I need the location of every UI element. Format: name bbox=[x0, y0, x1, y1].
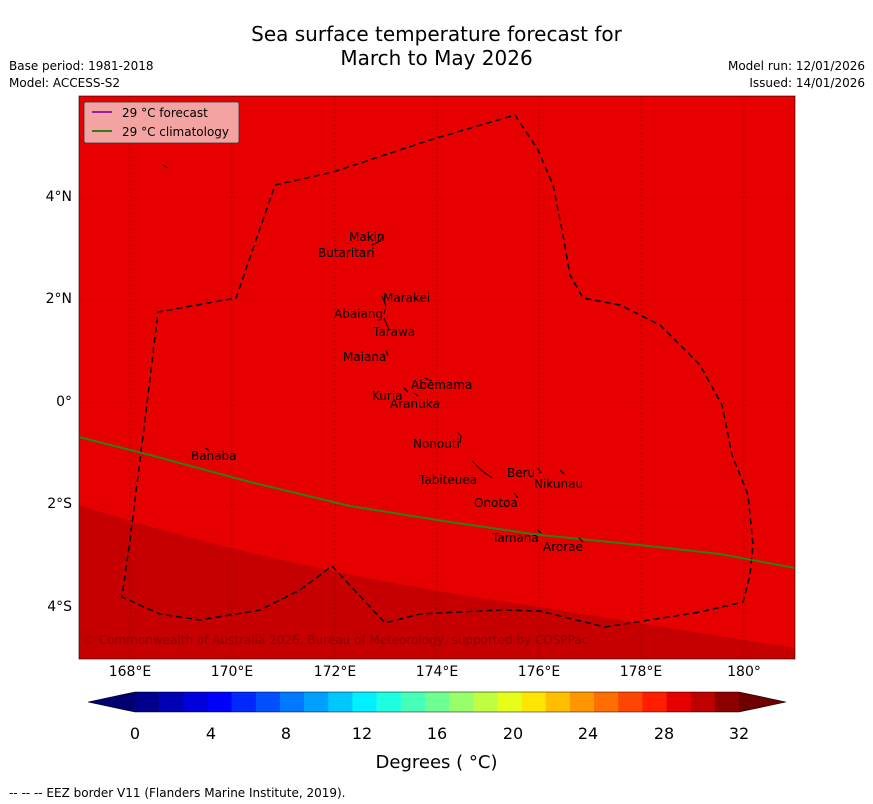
legend-forecast-label: 29 °C forecast bbox=[122, 106, 208, 120]
legend-climatology-label: 29 °C climatology bbox=[122, 125, 229, 139]
colorbar-swatch bbox=[207, 692, 232, 712]
map-frame bbox=[78, 95, 796, 660]
colorbar-swatch bbox=[183, 692, 208, 712]
colorbar-swatch bbox=[690, 692, 716, 712]
colorbar-swatch bbox=[400, 692, 426, 712]
climatology-29c-line bbox=[78, 436, 796, 569]
colorbar-swatch bbox=[569, 692, 595, 712]
eez-footnote: -- -- -- EEZ border V11 (Flanders Marine… bbox=[9, 786, 346, 800]
lat-tick-0: 0° bbox=[56, 394, 72, 410]
label-abemama: Abemama bbox=[411, 378, 472, 392]
label-marakei: Marakei bbox=[383, 291, 430, 305]
label-nikunau: Nikunau bbox=[534, 477, 583, 491]
colorbar-swatch bbox=[376, 692, 402, 712]
colorbar-swatch bbox=[521, 692, 547, 712]
lat-tick-2n: 2°N bbox=[45, 291, 72, 307]
colorbar-swatch bbox=[666, 692, 691, 712]
colorbar-swatch bbox=[279, 692, 305, 712]
label-butaritari: Butaritari bbox=[318, 246, 375, 260]
lon-tick-176e: 176°E bbox=[517, 664, 561, 680]
colorbar-swatch bbox=[255, 692, 281, 712]
lat-tick-4n: 4°N bbox=[45, 189, 72, 205]
colorbar-swatch bbox=[497, 692, 522, 712]
colorbar-swatch bbox=[473, 692, 498, 712]
lon-tick-178e: 178°E bbox=[619, 664, 663, 680]
label-tabiteuea: Tabiteuea bbox=[418, 473, 477, 487]
colorbar-tick-8: 8 bbox=[280, 724, 292, 743]
label-abaiang: Abaiang bbox=[334, 307, 383, 321]
lon-tick-180: 180° bbox=[727, 664, 761, 680]
colorbar-swatch bbox=[304, 692, 329, 712]
colorbar-under-arrow bbox=[88, 692, 135, 712]
lon-tick-174e: 174°E bbox=[415, 664, 459, 680]
colorbar-swatch bbox=[545, 692, 571, 712]
lon-tick-172e: 172°E bbox=[313, 664, 357, 680]
sst-field-warm bbox=[79, 505, 795, 659]
legend-box: 29 °C forecast 29 °C climatology bbox=[83, 101, 240, 144]
copyright-notice: © Commonwealth of Australia 2026, Bureau… bbox=[83, 633, 588, 647]
label-tarawa: Tarawa bbox=[372, 325, 415, 339]
meta-left: Base period: 1981-2018 Model: ACCESS-S2 bbox=[9, 58, 154, 92]
lon-tick-168e: 168°E bbox=[108, 664, 152, 680]
colorbar-tick-32: 32 bbox=[728, 724, 750, 743]
model-run: Model run: 12/01/2026 bbox=[727, 59, 865, 73]
base-period: Base period: 1981-2018 bbox=[9, 59, 154, 73]
model-name: Model: ACCESS-S2 bbox=[9, 76, 121, 90]
colorbar-over-arrow bbox=[739, 692, 786, 712]
colorbar-title: Degrees ( °C) bbox=[375, 752, 498, 773]
colorbar-tick-24: 24 bbox=[577, 724, 599, 743]
colorbar-swatch bbox=[642, 692, 667, 712]
colorbar-swatch bbox=[231, 692, 257, 712]
issued-date: Issued: 14/01/2026 bbox=[749, 76, 865, 90]
colorbar-swatch bbox=[328, 692, 353, 712]
colorbar-tick-0: 0 bbox=[129, 724, 141, 743]
meta-right: Model run: 12/01/2026 Issued: 14/01/2026 bbox=[728, 58, 865, 92]
island-marks bbox=[162, 164, 584, 543]
colorbar-tick-20: 20 bbox=[502, 724, 524, 743]
label-arorae: Arorae bbox=[543, 540, 583, 554]
colorbar-swatches bbox=[135, 692, 740, 712]
map-title-line-2: March to May 2026 bbox=[340, 46, 533, 70]
label-maiana: Maiana bbox=[343, 350, 386, 364]
colorbar-swatch bbox=[594, 692, 619, 712]
colorbar-swatch bbox=[714, 692, 740, 712]
colorbar-swatch bbox=[424, 692, 450, 712]
eez-border bbox=[121, 114, 754, 628]
colorbar bbox=[87, 691, 787, 713]
lat-tick-4s: 4°S bbox=[47, 599, 72, 615]
graticule bbox=[79, 96, 795, 659]
colorbar-swatch bbox=[618, 692, 643, 712]
label-beru: Beru bbox=[507, 466, 535, 480]
colorbar-tick-12: 12 bbox=[351, 724, 373, 743]
colorbar-swatch bbox=[449, 692, 474, 712]
colorbar-tick-4: 4 bbox=[205, 724, 217, 743]
label-banaba: Banaba bbox=[191, 449, 237, 463]
colorbar-swatch bbox=[159, 692, 184, 712]
map-title: Sea surface temperature forecast for Mar… bbox=[0, 22, 873, 70]
label-makin: Makin bbox=[349, 230, 385, 244]
lon-tick-170e: 170°E bbox=[210, 664, 254, 680]
map-title-line-1: Sea surface temperature forecast for bbox=[251, 22, 622, 46]
label-tamana: Tamana bbox=[491, 531, 539, 545]
label-nonouti: Nonouti bbox=[413, 437, 460, 451]
legend-background bbox=[83, 101, 240, 144]
island-labels: Makin Butaritari Marakei Abaiang Tarawa … bbox=[191, 230, 583, 554]
colorbar-swatch bbox=[135, 692, 160, 712]
colorbar-outline bbox=[87, 691, 787, 713]
label-aranuka: Aranuka bbox=[390, 397, 440, 411]
label-kuria: Kuria bbox=[372, 389, 403, 403]
colorbar-tick-16: 16 bbox=[426, 724, 448, 743]
colorbar-tick-28: 28 bbox=[653, 724, 675, 743]
label-onotoa: Onotoa bbox=[474, 496, 518, 510]
lat-tick-2s: 2°S bbox=[47, 496, 72, 512]
colorbar-swatch bbox=[352, 692, 377, 712]
